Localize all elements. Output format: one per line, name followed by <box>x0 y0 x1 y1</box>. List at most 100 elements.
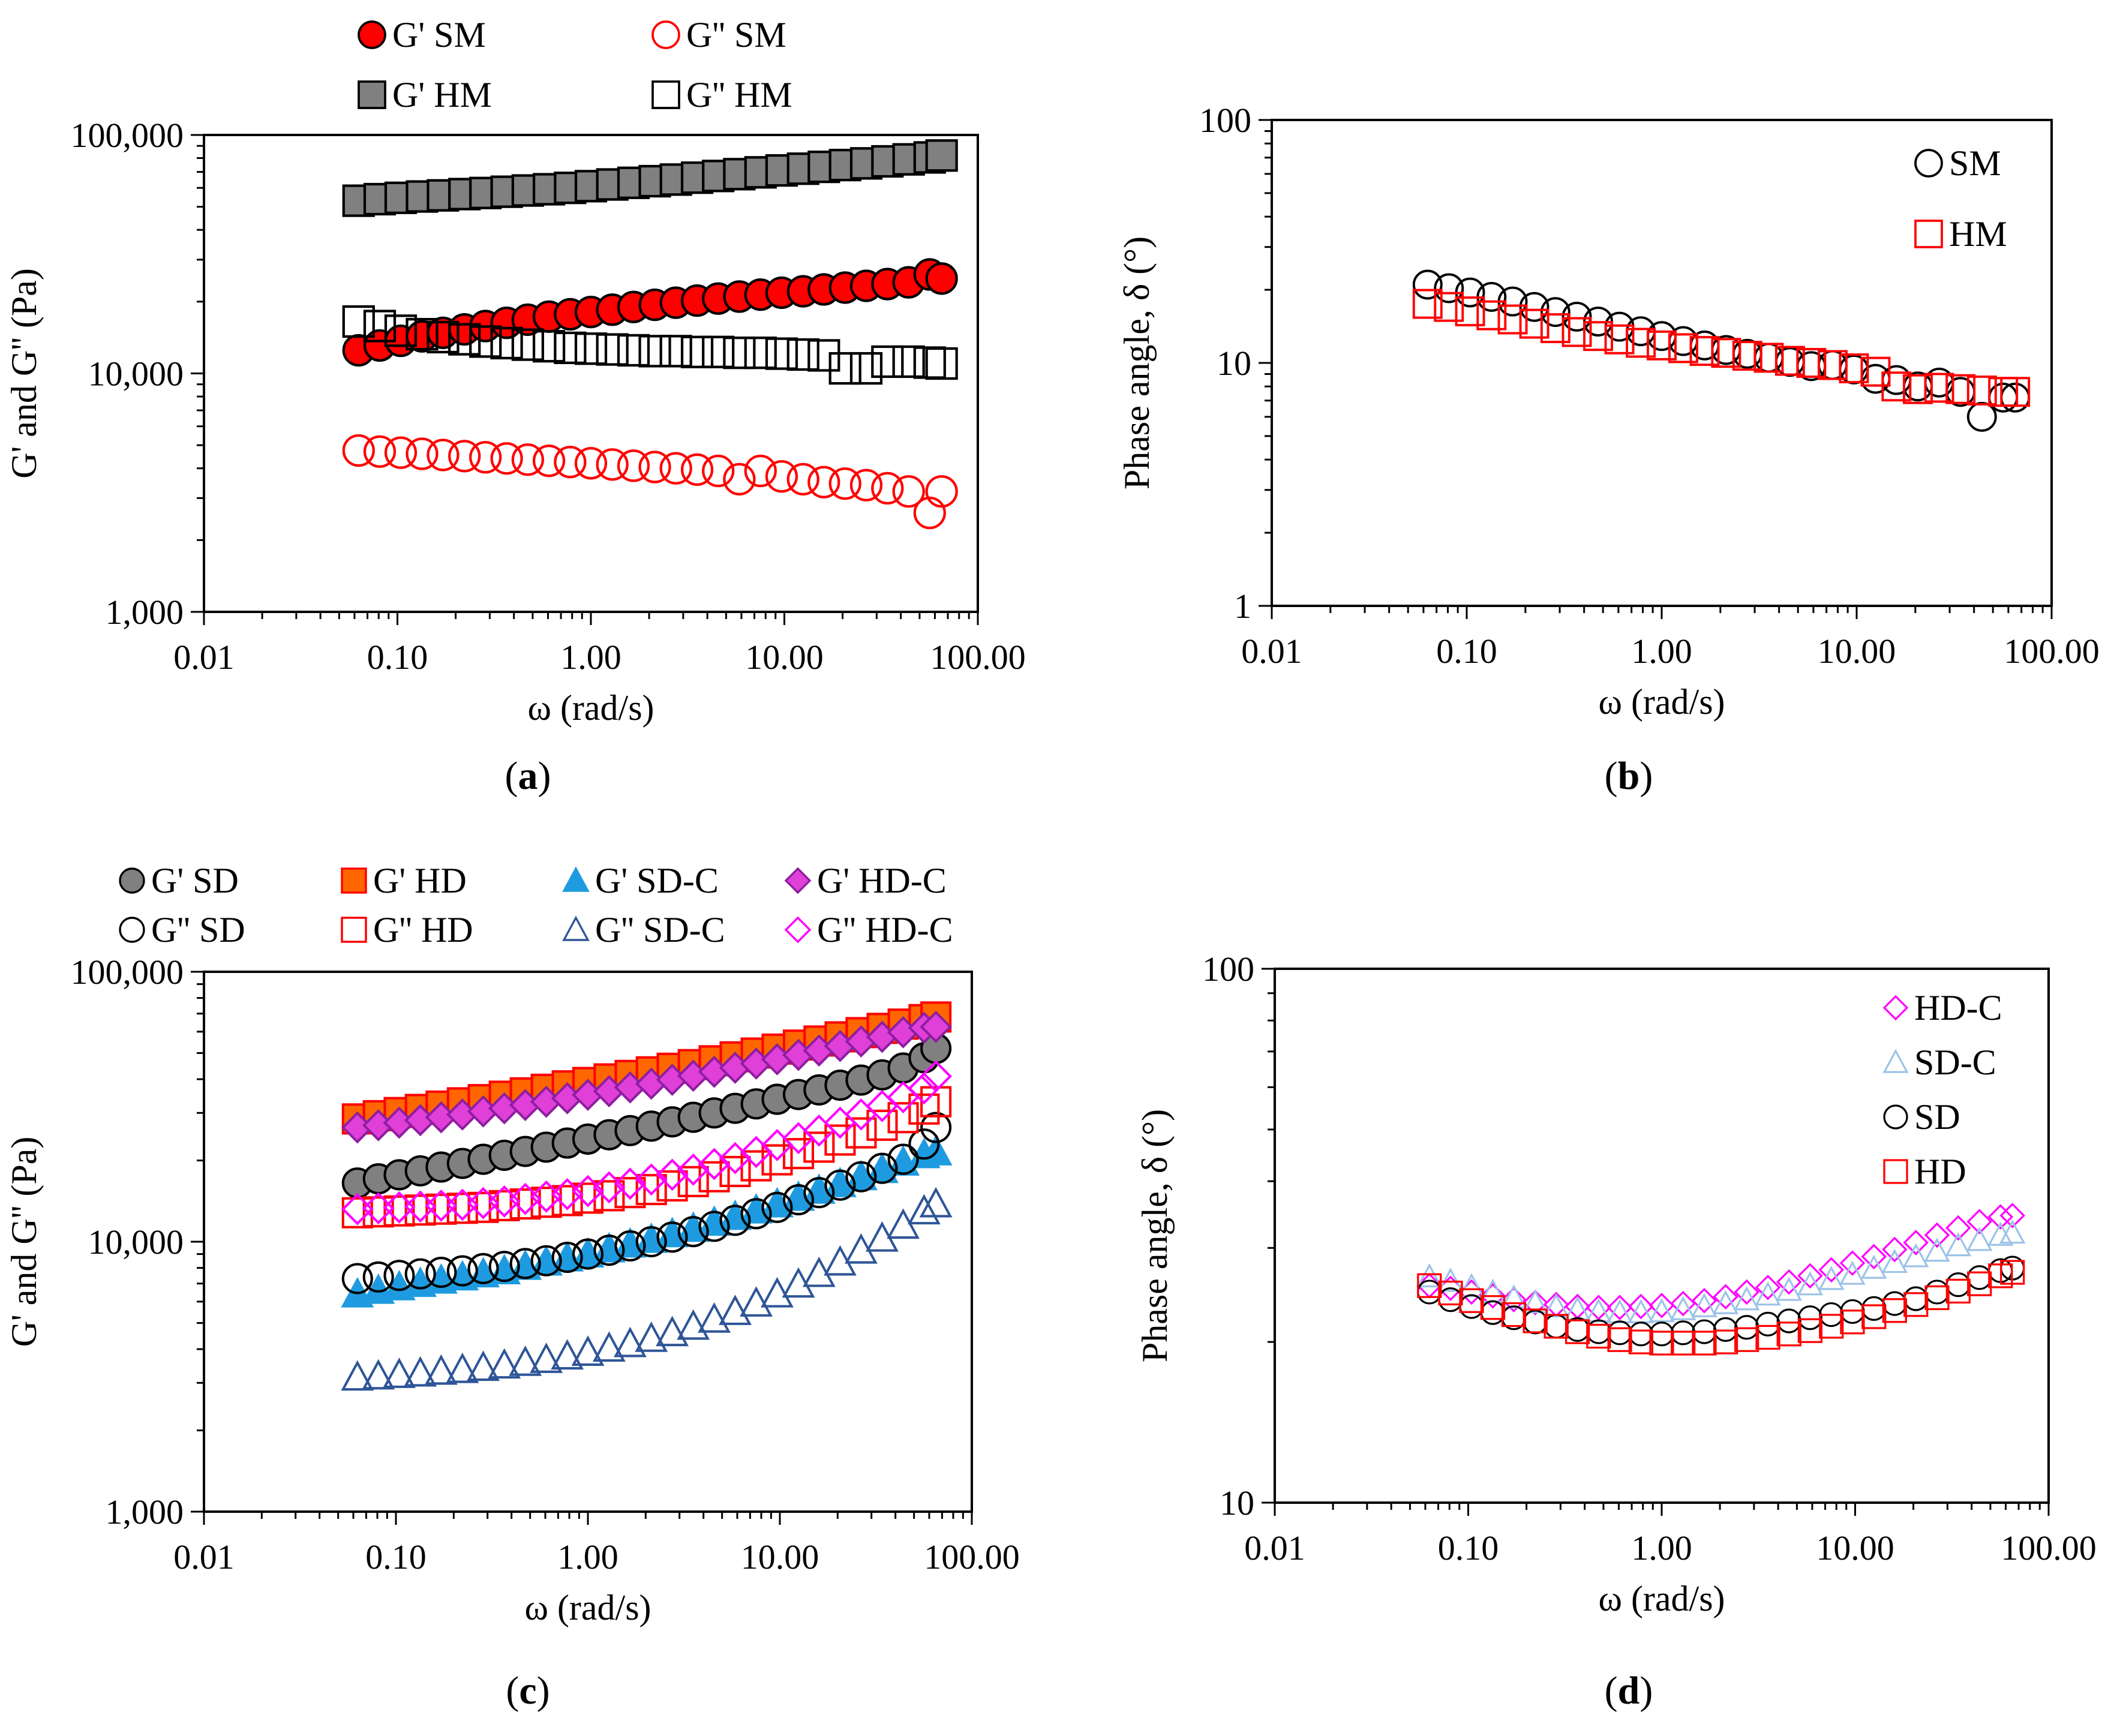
panel-d-label-open: ( <box>1605 1669 1618 1713</box>
panel-a-legend-label: G'' HM <box>686 75 792 115</box>
data-point-hm <box>2000 377 2031 407</box>
series-g-double-prime-sd <box>341 1112 952 1295</box>
panel-c-legend-item: G'' SD <box>119 910 245 950</box>
panel-a-x-tick-label: 0.10 <box>367 638 428 677</box>
data-point-hd-c <box>1987 1204 2014 1230</box>
legend-marker-shape <box>1882 995 1909 1021</box>
data-point-g-double-prime-sd-c <box>488 1348 521 1379</box>
data-point-g-double-prime-sd-c <box>919 1187 953 1218</box>
data-point-g-double-prime-sd <box>677 1216 709 1248</box>
data-point-sd-c <box>1966 1227 1993 1251</box>
data-point-sm <box>1562 301 1592 332</box>
data-point-hm <box>1668 333 1698 364</box>
panel-d-ticks <box>1262 968 2050 1516</box>
data-point-hd <box>1501 1302 1527 1327</box>
data-point-g-double-prime-hd-c <box>656 1158 689 1191</box>
data-point-g-double-prime-sd-c <box>446 1352 479 1383</box>
series-g-double-prime-sd-c <box>341 1187 953 1391</box>
legend-marker-shape <box>119 917 145 943</box>
data-point-g-double-prime-hm <box>765 337 798 370</box>
data-point-hm <box>1774 346 1805 376</box>
data-point-hd <box>1459 1288 1484 1313</box>
series-hm <box>1412 289 2031 407</box>
legend-marker-shape <box>1882 1049 1909 1073</box>
panel-d-legend-marker-sd-c <box>1882 1049 1909 1073</box>
data-point-hd-c <box>1734 1279 1759 1305</box>
panel-a-legend-item: G' HM <box>358 75 492 115</box>
data-point-g-double-prime-hm <box>892 345 925 379</box>
data-point-hd-c <box>1818 1257 1845 1283</box>
panel-a-legend-label: G' SM <box>392 15 486 55</box>
data-point-g-double-prime-sd-c <box>635 1321 668 1352</box>
data-point-hd <box>1692 1330 1717 1356</box>
panel-b: 0.01 0.10 1.00 10.00 100.00 1 10 100 ω (… <box>1117 101 2100 798</box>
data-point-g-double-prime-sd-c <box>698 1302 731 1333</box>
data-point-sd-c <box>1712 1290 1739 1314</box>
data-point-g-double-prime-hm <box>702 335 735 368</box>
panel-c-legend-label: G'' SD <box>151 910 245 950</box>
panel-b-y-tick-label: 10 <box>1217 344 1251 383</box>
data-point-hd <box>1861 1304 1887 1329</box>
data-point-g-double-prime-sd <box>446 1255 478 1287</box>
data-point-g-double-prime-sd <box>761 1191 793 1223</box>
data-point-g-double-prime-hd <box>425 1193 457 1225</box>
data-point-hd-c <box>1999 1203 2025 1229</box>
panel-c-y-axis-title: G' and G'' (Pa) <box>4 1137 44 1347</box>
data-point-g-double-prime-sm <box>469 441 502 474</box>
data-point-hm <box>1583 321 1613 352</box>
data-point-g-double-prime-hd <box>383 1195 415 1227</box>
data-point-g-double-prime-sd <box>719 1205 751 1236</box>
data-point-hm <box>1497 304 1528 335</box>
data-point-g-prime-sm <box>925 262 958 295</box>
data-point-g-double-prime-sm <box>925 475 958 508</box>
panel-a-x-tick-label: 1.00 <box>560 638 621 677</box>
data-point-g-double-prime-hd-c <box>635 1163 668 1196</box>
panel-c-legend: G' SD G' HD G' SD-C G' HD-C G'' SD G'' H… <box>119 861 953 950</box>
panel-d-y-tick-labels: 10 100 <box>1202 950 1254 1522</box>
data-point-hd <box>1967 1271 1992 1296</box>
panel-c-legend-marker-g-prime-hd-c <box>784 867 812 894</box>
data-point-hm <box>1732 341 1762 371</box>
data-point-g-double-prime-sm <box>511 443 544 476</box>
panel-d-legend-label: HD <box>1914 1152 1966 1191</box>
data-point-sd-c <box>1543 1293 1569 1317</box>
data-point-g-double-prime-sm <box>723 462 756 495</box>
data-point-hd <box>1903 1292 1929 1317</box>
legend-marker-shape <box>1914 149 1943 178</box>
panel-d-legend-label: HD-C <box>1914 988 2002 1028</box>
data-point-g-double-prime-sm <box>892 475 925 508</box>
series-g-double-prime-hd-c <box>341 1060 953 1226</box>
panel-c-legend-label: G' HD <box>373 861 467 900</box>
data-point-hm <box>1966 376 1997 406</box>
panel-c-label-open: ( <box>506 1669 519 1713</box>
data-point-hd <box>1755 1324 1780 1350</box>
panel-a-label: (a) <box>505 754 551 798</box>
panel-c-marks <box>341 1001 953 1391</box>
panel-b-y-tick-label: 100 <box>1199 101 1251 140</box>
data-point-sd-c <box>1818 1266 1845 1290</box>
data-point-hd-c <box>1480 1283 1506 1309</box>
panel-c-legend-item: G'' SD-C <box>562 910 725 950</box>
data-point-hd <box>1417 1273 1442 1298</box>
data-point-g-double-prime-sd <box>362 1261 394 1293</box>
panel-d-legend-marker-hd-c <box>1882 995 1909 1021</box>
data-point-hd <box>1797 1318 1823 1343</box>
panel-c-y-tick-label: 10,000 <box>88 1223 184 1262</box>
data-point-sm <box>1540 297 1571 328</box>
data-point-g-double-prime-hm <box>406 318 439 351</box>
data-point-g-double-prime-sd-c <box>383 1357 416 1388</box>
data-point-sd <box>1797 1305 1823 1330</box>
data-point-hd-c <box>1924 1222 1950 1248</box>
data-point-g-double-prime-hm <box>638 335 671 368</box>
data-point-g-double-prime-hd <box>593 1180 625 1212</box>
data-point-hd <box>1523 1308 1548 1333</box>
panel-a-x-tick-label: 0.01 <box>173 638 235 677</box>
data-point-hm <box>1476 300 1507 331</box>
data-point-g-double-prime-sd <box>488 1251 520 1283</box>
data-point-g-double-prime-sd-c <box>740 1286 773 1317</box>
panel-b-legend-marker-hm <box>1914 220 1943 248</box>
data-point-g-double-prime-sd-c <box>530 1342 563 1373</box>
panel-a-x-tick-label: 10.00 <box>745 638 824 677</box>
data-point-g-double-prime-sd <box>509 1248 541 1280</box>
data-point-g-double-prime-hm <box>469 325 502 358</box>
